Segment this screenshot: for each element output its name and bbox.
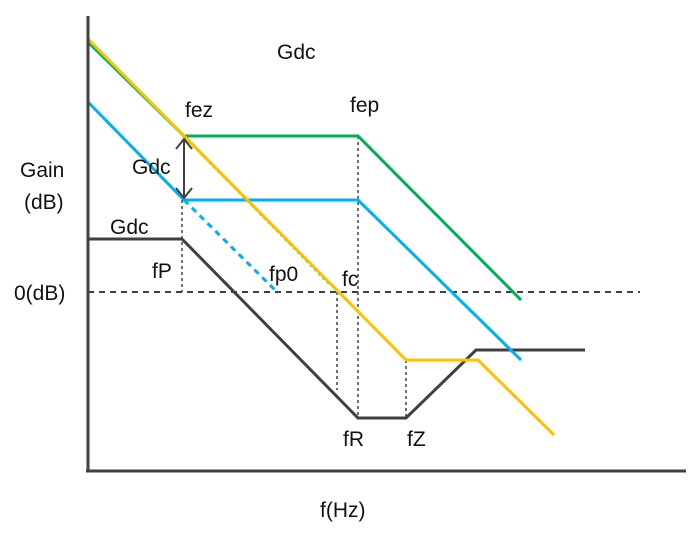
- integrator-extension-dashed: [182, 198, 280, 295]
- zero-db-label: 0(dB): [14, 282, 65, 305]
- loop-gain-curve: [86, 37, 556, 437]
- label-fZ: fZ: [407, 428, 426, 451]
- label-fc: fc: [342, 268, 358, 291]
- label-gdc-top: Gdc: [277, 41, 316, 64]
- label-fez: fez: [185, 99, 213, 122]
- label-fR: fR: [343, 428, 364, 451]
- label-gdc-arrow: Gdc: [132, 156, 171, 179]
- axes: [86, 16, 686, 473]
- y-axis-label-line2: (dB): [24, 191, 64, 214]
- y-axis-label-line1: Gain: [20, 159, 64, 182]
- integrator-curve: [86, 100, 523, 362]
- label-fp0: fp0: [269, 263, 298, 286]
- label-gdc-plant: Gdc: [110, 216, 149, 239]
- label-fP: fP: [152, 260, 172, 283]
- x-axis-label: f(Hz): [320, 499, 366, 522]
- frequency-guides: [181, 136, 407, 418]
- label-fep: fep: [350, 94, 379, 117]
- gdc-double-arrow: [175, 137, 193, 200]
- plant-curve: [88, 237, 585, 420]
